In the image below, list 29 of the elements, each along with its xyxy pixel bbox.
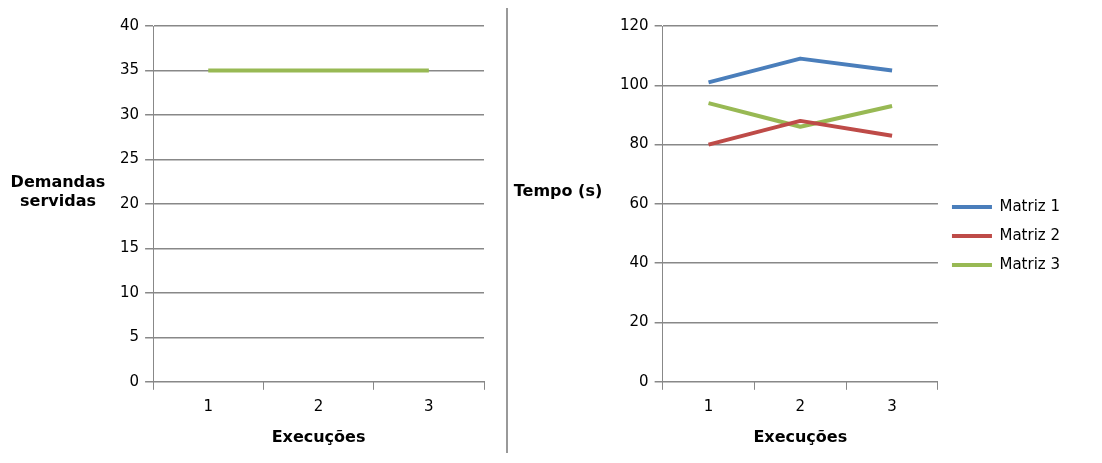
x-axis-title: Execuções bbox=[271, 426, 366, 446]
legend-label: Matriz 1 bbox=[999, 196, 1061, 215]
y-tick-label: 25 bbox=[119, 148, 140, 167]
y-tick-label: 5 bbox=[129, 326, 140, 345]
y-tick-label: 30 bbox=[119, 104, 140, 123]
y-tick-label: 10 bbox=[119, 282, 140, 301]
y-tick-label: 0 bbox=[639, 371, 649, 390]
y-axis-title: Tempo (s) bbox=[512, 181, 604, 200]
x-axis-title: Execuções bbox=[753, 426, 848, 446]
y-tick-label: 20 bbox=[629, 311, 649, 330]
x-tick-label: 1 bbox=[703, 396, 714, 415]
y-tick-label: 0 bbox=[129, 371, 140, 390]
y-axis-title: Demandas servidas bbox=[9, 171, 107, 210]
y-tick-label: 20 bbox=[119, 193, 140, 212]
y-tick-label: 40 bbox=[119, 15, 140, 34]
legend-label: Matriz 3 bbox=[999, 254, 1061, 273]
y-tick-label: 120 bbox=[619, 15, 649, 34]
x-tick-label: 1 bbox=[203, 396, 214, 415]
x-tick-label: 3 bbox=[887, 396, 897, 415]
y-tick-label: 35 bbox=[119, 59, 140, 78]
x-tick-label: 2 bbox=[313, 396, 324, 415]
x-tick-label: 2 bbox=[795, 396, 806, 415]
y-tick-label: 100 bbox=[619, 74, 649, 93]
legend-label: Matriz 2 bbox=[999, 225, 1061, 244]
x-tick-label: 3 bbox=[424, 396, 434, 415]
y-tick-label: 60 bbox=[629, 193, 649, 212]
y-tick-label: 40 bbox=[629, 252, 649, 271]
y-tick-label: 15 bbox=[119, 237, 140, 256]
y-tick-label: 80 bbox=[629, 133, 649, 152]
